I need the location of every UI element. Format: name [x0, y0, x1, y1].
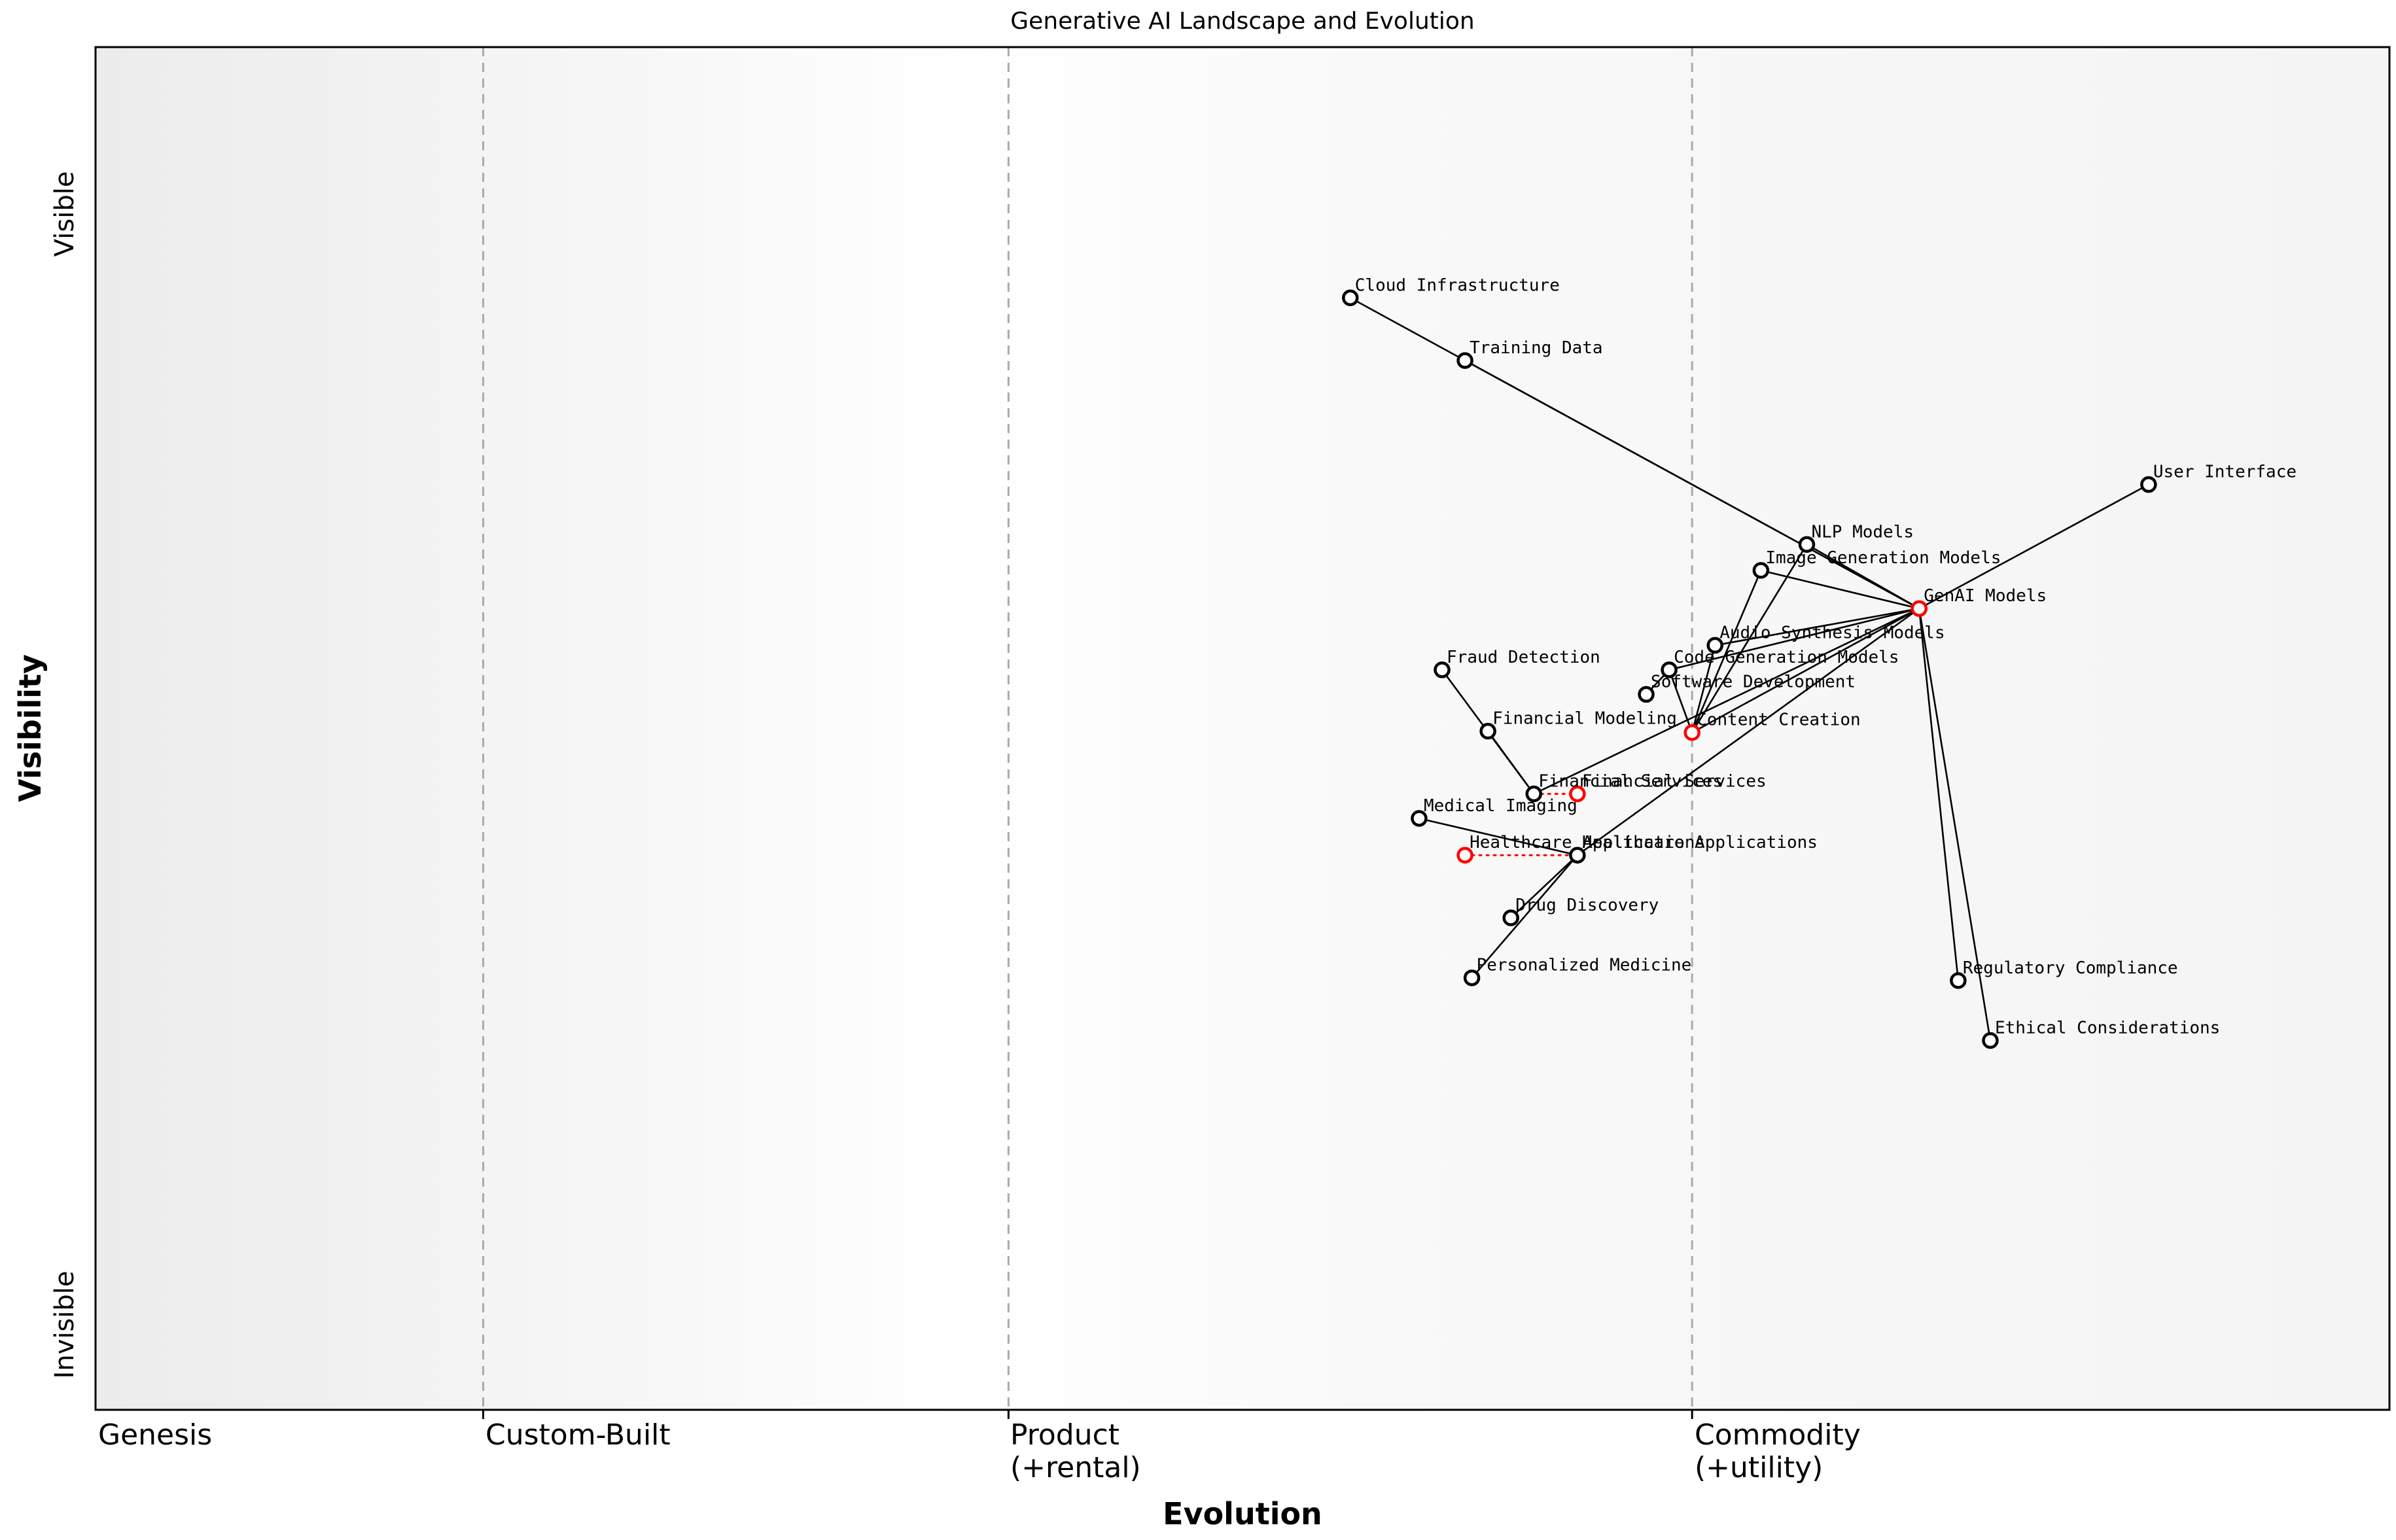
edge-content-creation--audio-synthesis-models	[1691, 645, 1716, 733]
node-label-audio-synthesis-models: Audio Synthesis Models	[1719, 623, 1945, 642]
node-label-fraud-detection: Fraud Detection	[1447, 648, 1600, 667]
chart-title: Generative AI Landscape and Evolution	[1010, 8, 1474, 35]
node-personalized-medicine	[1463, 969, 1481, 987]
node-label-healthcare-applications-evolved: Healthcare Applications	[1470, 833, 1705, 852]
node-label-genai-models: GenAI Models	[1924, 586, 2047, 606]
edge-genai-models--training-data	[1464, 359, 1920, 610]
plot-background	[96, 47, 2389, 1410]
node-code-generation-models	[1661, 661, 1678, 678]
node-financial-services	[1525, 785, 1543, 803]
node-label-ethical-considerations: Ethical Considerations	[1995, 1019, 2220, 1038]
node-label-software-development: Software Development	[1651, 672, 1856, 691]
node-label-nlp-models: NLP Models	[1811, 522, 1914, 542]
node-label-financial-services-evolved: Financial Services	[1582, 771, 1767, 791]
node-label-financial-services: Financial Services	[1538, 771, 1723, 791]
edge-healthcare-applications--medical-imaging	[1418, 817, 1578, 856]
node-training-data	[1456, 352, 1473, 369]
edge-genai-models--financial-services	[1533, 608, 1920, 795]
node-content-creation	[1683, 724, 1700, 741]
node-financial-services-evolved	[1569, 785, 1586, 803]
node-software-development	[1638, 686, 1655, 703]
node-label-medical-imaging: Medical Imaging	[1424, 796, 1577, 816]
node-fraud-detection	[1434, 661, 1451, 678]
node-healthcare-applications-evolved	[1456, 847, 1473, 864]
node-label-financial-modeling: Financial Modeling	[1492, 709, 1677, 729]
node-audio-synthesis-models	[1706, 637, 1723, 654]
node-label-healthcare-applications: Healthcare Applications	[1582, 833, 1818, 852]
x-stage-label-genesis: Genesis	[98, 1418, 212, 1452]
node-labels: Cloud Infrastructure Training Data User In…	[1355, 275, 2297, 1038]
node-label-cloud-infrastructure: Cloud Infrastructure	[1355, 275, 1560, 295]
node-label-training-data: Training Data	[1470, 338, 1603, 358]
node-label-content-creation: Content Creation	[1697, 710, 1860, 730]
edge-genai-models--regulatory-compliance	[1918, 608, 1960, 981]
x-stage-label-custom-built: Custom-Built	[485, 1418, 671, 1452]
edge-genai-models--nlp-models	[1806, 544, 1920, 610]
node-ethical-considerations	[1982, 1032, 1999, 1049]
edge-content-creation--code-generation-models	[1668, 669, 1693, 733]
node-label-image-generation-models: Image Generation Models	[1765, 548, 2001, 568]
node-financial-modeling	[1479, 722, 1496, 740]
node-label-user-interface: User Interface	[2153, 463, 2297, 482]
y-axis-top-label: Visible	[50, 171, 80, 257]
plot-border	[94, 46, 2391, 1411]
node-label-personalized-medicine: Personalized Medicine	[1477, 956, 1692, 975]
edge-content-creation--nlp-models	[1691, 544, 1808, 733]
node-label-drug-discovery: Drug Discovery	[1515, 896, 1659, 915]
edge-genai-models--content-creation	[1691, 608, 1920, 733]
y-axis-title: Visibility	[12, 654, 48, 802]
x-stage-sublabel-commodity: (+utility)	[1695, 1451, 1823, 1484]
node-label-code-generation-models: Code Generation Models	[1674, 648, 1899, 667]
edge-content-creation--image-generation-models	[1691, 570, 1762, 733]
edge-healthcare-applications--drug-discovery	[1510, 854, 1578, 919]
edge-healthcare-applications--personalized-medicine	[1471, 854, 1578, 979]
node-medical-imaging	[1411, 810, 1428, 827]
node-drug-discovery	[1502, 909, 1519, 926]
edge-genai-models--healthcare-applications	[1577, 608, 1920, 856]
node-regulatory-compliance	[1950, 972, 1967, 989]
edge-genai-models--user-interface	[1918, 483, 2149, 610]
x-stage-label-commodity: Commodity	[1695, 1418, 1861, 1452]
x-stage-sublabel-product: (+rental)	[1010, 1451, 1141, 1484]
node-nlp-models	[1798, 536, 1816, 553]
node-healthcare-applications	[1569, 847, 1586, 864]
x-axis-title: Evolution	[1163, 1496, 1322, 1531]
node-label-regulatory-compliance: Regulatory Compliance	[1963, 958, 2178, 978]
map-nodes	[1342, 289, 2157, 1049]
node-user-interface	[2140, 476, 2157, 493]
node-image-generation-models	[1752, 562, 1770, 579]
y-axis-bottom-label: Invisible	[50, 1271, 80, 1379]
node-genai-models	[1911, 600, 1928, 617]
node-cloud-infrastructure	[1342, 289, 1359, 307]
x-stage-label-product: Product	[1010, 1418, 1119, 1452]
edge-genai-models--ethical-considerations	[1918, 608, 1992, 1041]
